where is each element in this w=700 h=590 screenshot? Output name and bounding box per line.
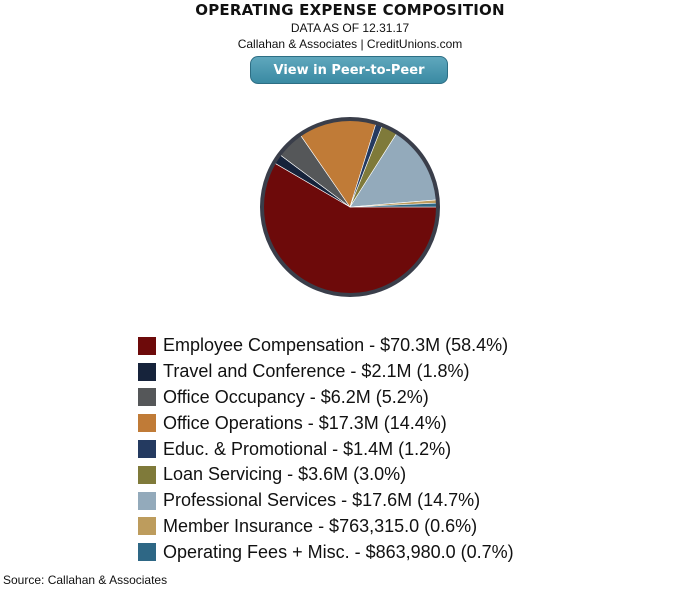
legend-swatch-2 bbox=[138, 388, 156, 407]
attribution: Callahan & Associates | CreditUnions.com bbox=[237, 37, 463, 51]
data-date: DATA AS OF 12.31.17 bbox=[290, 21, 410, 35]
pie-chart bbox=[260, 117, 440, 297]
legend-label-6: Professional Services - $17.6M (14.7%) bbox=[163, 490, 481, 511]
legend-label-4: Educ. & Promotional - $1.4M (1.2%) bbox=[163, 438, 452, 459]
legend-swatch-3 bbox=[138, 414, 156, 433]
chart-title: OPERATING EXPENSE COMPOSITION bbox=[195, 1, 505, 19]
legend-label-5: Loan Servicing - $3.6M (3.0%) bbox=[163, 464, 407, 485]
legend-item-3[interactable]: Office Operations - $17.3M (14.4%) bbox=[138, 410, 514, 436]
legend-item-0[interactable]: Employee Compensation - $70.3M (58.4%) bbox=[138, 333, 514, 359]
legend-item-5[interactable]: Loan Servicing - $3.6M (3.0%) bbox=[138, 462, 514, 488]
legend-label-0: Employee Compensation - $70.3M (58.4%) bbox=[163, 335, 509, 356]
legend-item-4[interactable]: Educ. & Promotional - $1.4M (1.2%) bbox=[138, 436, 514, 462]
legend-label-3: Office Operations - $17.3M (14.4%) bbox=[163, 412, 447, 433]
legend-item-7[interactable]: Member Insurance - $763,315.0 (0.6%) bbox=[138, 514, 514, 540]
pie-border bbox=[260, 117, 440, 297]
legend-swatch-8 bbox=[138, 543, 156, 562]
legend-item-2[interactable]: Office Occupancy - $6.2M (5.2%) bbox=[138, 385, 514, 411]
view-peer-to-peer-button[interactable]: View in Peer-to-Peer bbox=[250, 56, 448, 84]
legend-swatch-6 bbox=[138, 491, 156, 510]
legend-label-1: Travel and Conference - $2.1M (1.8%) bbox=[163, 361, 470, 382]
legend-swatch-0 bbox=[138, 336, 156, 355]
legend-swatch-7 bbox=[138, 517, 156, 536]
legend-label-7: Member Insurance - $763,315.0 (0.6%) bbox=[163, 515, 478, 536]
legend-swatch-4 bbox=[138, 440, 156, 459]
legend-item-1[interactable]: Travel and Conference - $2.1M (1.8%) bbox=[138, 359, 514, 385]
legend-item-6[interactable]: Professional Services - $17.6M (14.7%) bbox=[138, 488, 514, 514]
legend-swatch-1 bbox=[138, 362, 156, 381]
footer-source: Source: Callahan & Associates bbox=[3, 573, 168, 587]
legend-item-8[interactable]: Operating Fees + Misc. - $863,980.0 (0.7… bbox=[138, 539, 514, 565]
legend-label-8: Operating Fees + Misc. - $863,980.0 (0.7… bbox=[163, 541, 514, 562]
legend: Employee Compensation - $70.3M (58.4%) Tr… bbox=[138, 333, 514, 565]
legend-swatch-5 bbox=[138, 465, 156, 484]
legend-label-2: Office Occupancy - $6.2M (5.2%) bbox=[163, 386, 429, 407]
